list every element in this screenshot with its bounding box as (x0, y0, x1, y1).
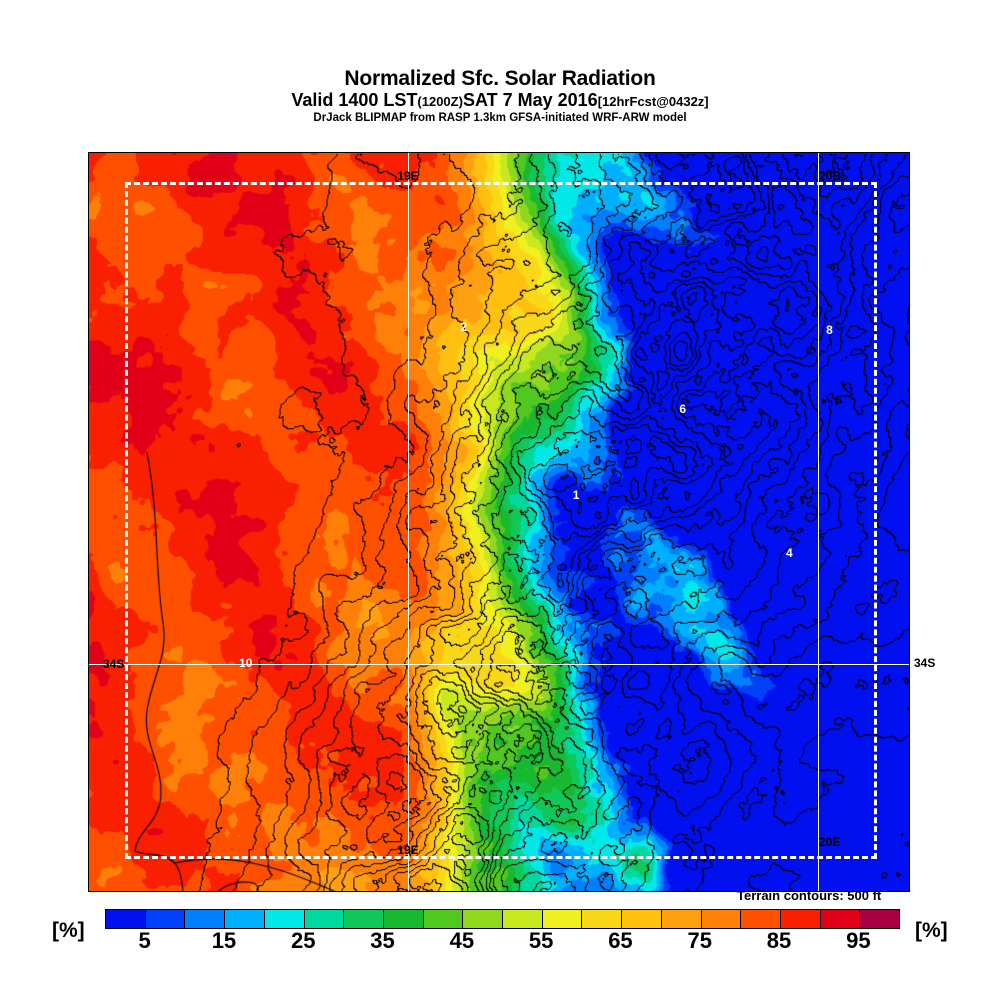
colorbar-swatch-45-50 (463, 910, 504, 928)
colorbar-swatch-35-40 (383, 910, 424, 928)
solar-radiation-map[interactable]: 19E 20E 19E 20E 34S 2 8 6 1 4 10 (88, 152, 910, 892)
colorbar-tick-55: 55 (528, 928, 554, 953)
valid-time-prefix: Valid 1400 LST (291, 89, 418, 110)
colorbar-swatch-70-75 (661, 910, 702, 928)
colorbar-strip[interactable] (105, 909, 900, 929)
colorbar-swatch-0-5 (106, 910, 146, 928)
colorbar-swatch-20-25 (264, 910, 305, 928)
colorbar-swatch-85-90 (780, 910, 821, 928)
colorbar-tick-labels: 5 15 25 35 45 55 65 75 85 95 (105, 928, 898, 958)
colorbar-swatch-65-70 (622, 910, 662, 928)
colorbar-tick-15: 15 (211, 928, 237, 953)
colorbar-swatch-5-10 (145, 910, 186, 928)
colorbar-swatch-40-45 (423, 910, 464, 928)
colorbar-swatch-25-30 (304, 910, 345, 928)
colorbar: [%] 5 15 25 35 45 55 65 75 85 95 [%] (0, 905, 1000, 965)
colorbar-swatch-80-85 (741, 910, 781, 928)
colorbar-tick-65: 65 (608, 928, 633, 953)
valid-date: SAT 7 May 2016 (462, 89, 598, 110)
colorbar-swatch-60-65 (582, 910, 623, 928)
map-raster-canvas (89, 153, 909, 891)
colorbar-tick-25: 25 (291, 928, 316, 953)
colorbar-tick-85: 85 (766, 928, 792, 953)
colorbar-tick-45: 45 (449, 928, 475, 953)
colorbar-swatch-30-35 (344, 910, 384, 928)
valid-time-line: Valid 1400 LST(1200Z)SAT 7 May 2016[12hr… (0, 89, 1000, 110)
colorbar-swatch-90-95 (820, 910, 861, 928)
colorbar-swatch-95-100 (860, 910, 900, 928)
colorbar-swatch-55-60 (542, 910, 583, 928)
colorbar-unit-left: [%] (52, 919, 85, 942)
colorbar-unit-right: [%] (915, 919, 948, 942)
model-source-caption: DrJack BLIPMAP from RASP 1.3km GFSA-init… (313, 111, 687, 124)
colorbar-swatch-15-20 (225, 910, 265, 928)
valid-time-utc: (1200Z) (417, 93, 463, 109)
title-block: Normalized Sfc. Solar Radiation Valid 14… (0, 68, 1000, 125)
colorbar-tick-5: 5 (138, 928, 151, 953)
terrain-contour-note: Terrain contours: 500 ft (737, 888, 882, 903)
map-label-right-34s: 34S (914, 656, 936, 670)
colorbar-tick-35: 35 (370, 928, 395, 953)
forecast-stamp: [12hrFcst@0432z] (597, 93, 709, 109)
page-title: Normalized Sfc. Solar Radiation (344, 67, 656, 90)
colorbar-tick-75: 75 (687, 928, 712, 953)
colorbar-tick-95: 95 (846, 928, 871, 953)
colorbar-swatch-75-80 (701, 910, 742, 928)
colorbar-swatch-10-15 (185, 910, 226, 928)
colorbar-swatch-50-55 (503, 910, 543, 928)
